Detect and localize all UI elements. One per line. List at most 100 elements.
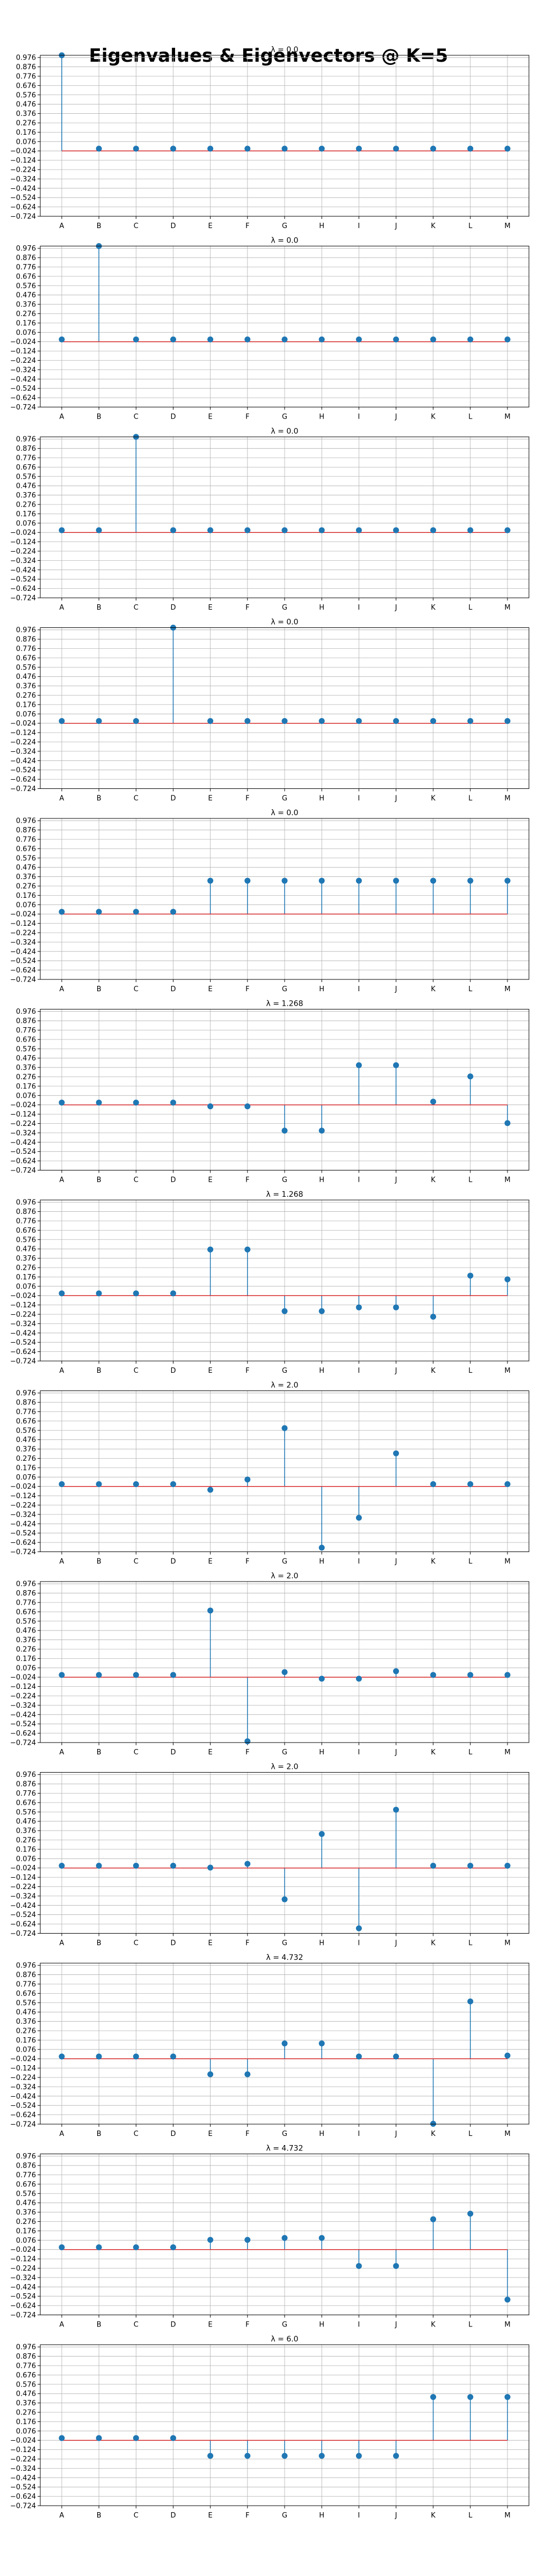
y-tick-label: 0.276 (16, 1073, 36, 1081)
y-tick-label: 0.576 (16, 1236, 36, 1244)
y-tick-label: 0.276 (16, 2409, 36, 2417)
x-tick-label: B (97, 1176, 101, 1184)
y-tick-label: −0.424 (10, 2474, 36, 2482)
stem-marker (244, 1861, 251, 1867)
y-tick-label: −0.024 (10, 2246, 36, 2254)
y-tick-label: 0.476 (16, 673, 36, 681)
axes-frame (40, 1581, 529, 1743)
axes-frame (40, 1772, 529, 1934)
stem-marker (467, 145, 474, 152)
y-tick-label: 0.776 (16, 2362, 36, 2370)
stem-marker (318, 145, 325, 152)
y-tick-label: −0.624 (10, 1348, 36, 1356)
stem-marker (318, 2040, 325, 2047)
x-tick-label: D (170, 222, 176, 230)
x-tick-label: K (431, 413, 436, 421)
x-tick-label: C (134, 604, 139, 612)
x-tick-label: G (282, 1940, 287, 1948)
y-tick-label: 0.376 (16, 2018, 36, 2026)
y-tick-label: 0.376 (16, 873, 36, 881)
x-tick-label: K (431, 222, 436, 230)
y-tick-label: −0.424 (10, 2092, 36, 2101)
stem-marker (281, 2453, 288, 2459)
y-tick-label: 0.376 (16, 1446, 36, 1454)
stem-marker (244, 2453, 251, 2459)
x-tick-label: D (170, 1558, 176, 1566)
y-tick-label: 0.076 (16, 711, 36, 719)
y-tick-label: 0.576 (16, 2190, 36, 2198)
x-tick-label: A (60, 222, 64, 230)
y-tick-label: −0.724 (10, 976, 36, 984)
stem-marker (281, 145, 288, 152)
y-tick-label: −0.424 (10, 185, 36, 193)
y-tick-label: 0.276 (16, 692, 36, 700)
y-tick-label: −0.624 (10, 2493, 36, 2501)
panel-title: λ = 0.0 (271, 809, 298, 817)
y-tick-label: −0.624 (10, 585, 36, 593)
stem-marker (504, 1276, 511, 1283)
stem-marker (207, 1487, 214, 1493)
y-tick-label: −0.524 (10, 194, 36, 202)
axes-frame (40, 1963, 529, 2125)
stem-marker (133, 1863, 139, 1869)
stem-marker (355, 1304, 362, 1311)
y-tick-label: −0.724 (10, 404, 36, 412)
y-tick-label: −0.724 (10, 1167, 36, 1175)
stem-marker (244, 877, 251, 884)
y-tick-label: 0.976 (16, 1389, 36, 1397)
y-tick-label: −0.324 (10, 1129, 36, 1137)
stem-marker (96, 909, 102, 915)
stem-marker (96, 1481, 102, 1488)
stem-marker (170, 1290, 176, 1297)
x-tick-label: C (134, 985, 139, 993)
x-tick-label: E (208, 1940, 213, 1948)
x-tick-label: L (468, 1940, 473, 1948)
stem-marker (504, 877, 511, 884)
y-tick-label: 0.576 (16, 854, 36, 862)
y-tick-label: −0.724 (10, 1739, 36, 1747)
y-tick-label: 0.376 (16, 1636, 36, 1644)
stem-marker (59, 1481, 65, 1488)
stem-marker (59, 718, 65, 724)
x-tick-label: M (504, 1558, 510, 1566)
x-tick-label: L (468, 795, 473, 803)
x-tick-label: M (504, 2512, 510, 2520)
x-tick-label: H (319, 1940, 324, 1948)
y-tick-label: −0.224 (10, 2455, 36, 2463)
stem-marker (281, 1128, 288, 1134)
x-tick-label: B (97, 604, 101, 612)
stem-marker (59, 1863, 65, 1869)
stem-marker (244, 1476, 251, 1483)
y-tick-label: −0.124 (10, 1874, 36, 1882)
y-tick-label: 0.776 (16, 1790, 36, 1798)
y-tick-label: −0.124 (10, 1111, 36, 1119)
x-tick-label: D (170, 1748, 176, 1757)
stem-marker (96, 527, 102, 533)
x-tick-label: D (170, 795, 176, 803)
y-tick-label: 0.476 (16, 2199, 36, 2207)
x-tick-label: J (395, 1367, 397, 1375)
x-tick-label: F (245, 1176, 249, 1184)
y-tick-label: 0.776 (16, 454, 36, 462)
stem-marker (133, 1672, 139, 1678)
x-tick-label: A (60, 2130, 64, 2138)
stem-marker (467, 877, 474, 884)
x-tick-label: K (431, 1176, 436, 1184)
stem-marker (467, 1998, 474, 2004)
x-tick-label: J (395, 2512, 397, 2520)
stem-marker (59, 1100, 65, 1106)
x-tick-label: I (358, 985, 360, 993)
y-tick-label: 0.076 (16, 1474, 36, 1482)
stem-marker (430, 527, 437, 533)
x-tick-label: H (319, 413, 324, 421)
y-tick-label: −0.124 (10, 157, 36, 165)
x-tick-label: M (504, 795, 510, 803)
x-tick-label: H (319, 2130, 324, 2138)
x-tick-label: K (431, 1367, 436, 1375)
x-tick-label: G (282, 222, 287, 230)
x-tick-label: E (208, 2130, 213, 2138)
x-tick-label: I (358, 1367, 360, 1375)
stem-marker (355, 2053, 362, 2060)
